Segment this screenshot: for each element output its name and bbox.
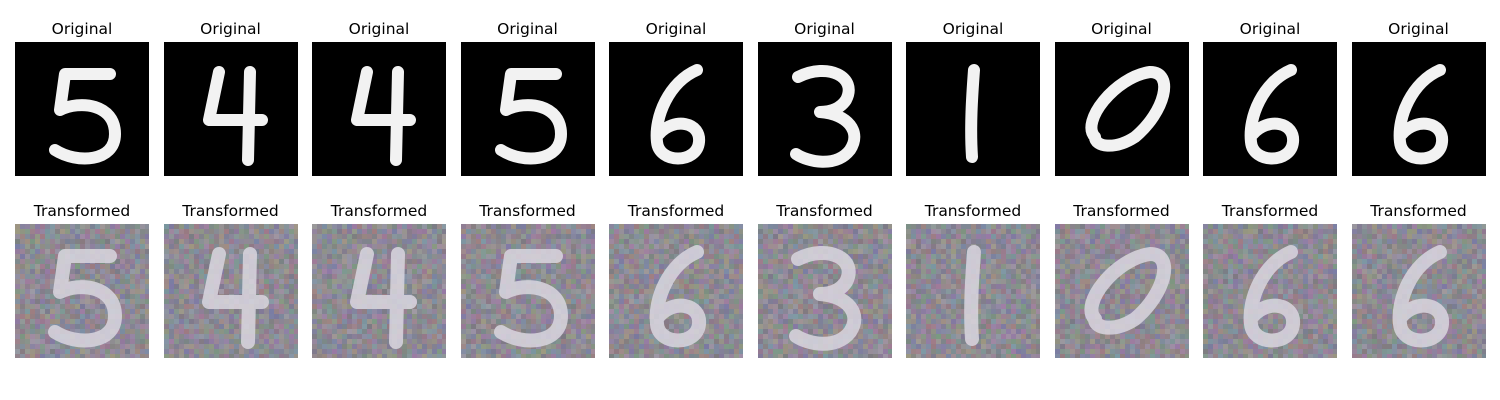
original-title: Original xyxy=(164,20,298,38)
original-title: Original xyxy=(906,20,1040,38)
original-digit-image xyxy=(164,42,298,176)
original-digit-image xyxy=(758,42,892,176)
original-title: Original xyxy=(609,20,743,38)
original-title: Original xyxy=(312,20,446,38)
original-title: Original xyxy=(1055,20,1189,38)
original-title: Original xyxy=(758,20,892,38)
transformed-digit-image xyxy=(164,224,298,358)
original-title: Original xyxy=(461,20,595,38)
transformed-digit-image xyxy=(461,224,595,358)
transformed-title: Transformed xyxy=(1352,202,1486,220)
transformed-digit-image xyxy=(906,224,1040,358)
original-digit-image xyxy=(1055,42,1189,176)
original-digit-image xyxy=(461,42,595,176)
original-digit-image xyxy=(312,42,446,176)
transformed-title: Transformed xyxy=(1203,202,1337,220)
transformed-title: Transformed xyxy=(906,202,1040,220)
transformed-digit-image xyxy=(1055,224,1189,358)
transformed-title: Transformed xyxy=(609,202,743,220)
transformed-title: Transformed xyxy=(15,202,149,220)
transformed-title: Transformed xyxy=(758,202,892,220)
original-digit-image xyxy=(1203,42,1337,176)
original-digit-image xyxy=(1352,42,1486,176)
transformed-title: Transformed xyxy=(1055,202,1189,220)
transformed-title: Transformed xyxy=(312,202,446,220)
transformed-title: Transformed xyxy=(164,202,298,220)
original-digit-image xyxy=(15,42,149,176)
transformed-digit-image xyxy=(15,224,149,358)
original-digit-image xyxy=(609,42,743,176)
transformed-title: Transformed xyxy=(461,202,595,220)
original-title: Original xyxy=(1203,20,1337,38)
transformed-digit-image xyxy=(1203,224,1337,358)
transformed-digit-image xyxy=(312,224,446,358)
transformed-digit-image xyxy=(758,224,892,358)
original-title: Original xyxy=(15,20,149,38)
original-title: Original xyxy=(1352,20,1486,38)
transformed-digit-image xyxy=(609,224,743,358)
original-digit-image xyxy=(906,42,1040,176)
transformed-digit-image xyxy=(1352,224,1486,358)
